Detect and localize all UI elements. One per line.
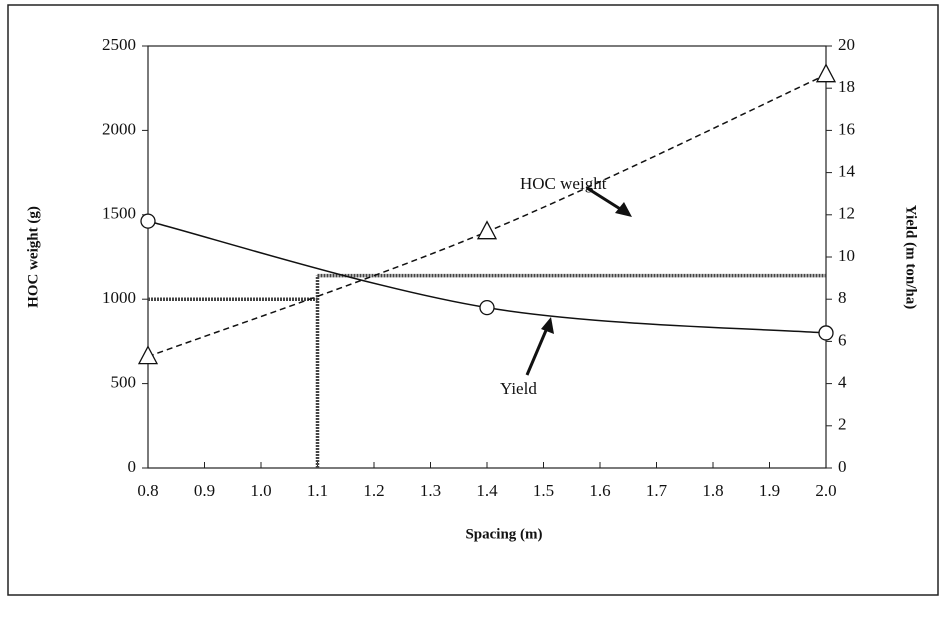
- y-tick-label: 1500: [102, 204, 136, 223]
- y-tick-label: 2500: [102, 35, 136, 54]
- y2-tick-label: 18: [838, 77, 855, 96]
- x-tick-label: 2.0: [815, 481, 836, 500]
- marker: [479, 299, 495, 316]
- x-tick-label: 1.5: [533, 481, 554, 500]
- y2-tick-label: 20: [838, 35, 855, 54]
- y2-tick-label: 0: [838, 457, 847, 476]
- y-tick-label: 500: [111, 373, 137, 392]
- annotation: Yield: [500, 379, 537, 398]
- x-tick-label: 1.2: [363, 481, 384, 500]
- x-tick-label: 1.9: [759, 481, 780, 500]
- x-axis-label: Spacing (m): [465, 526, 542, 542]
- x-tick-label: 1.3: [420, 481, 441, 500]
- x-tick-label: 1.6: [589, 481, 610, 500]
- marker: [137, 345, 159, 365]
- marker: [140, 213, 156, 229]
- x-tick-label: 0.8: [137, 481, 158, 500]
- plot-area: [147, 45, 827, 469]
- y2-tick-label: 10: [838, 246, 855, 265]
- y2-tick-label: 16: [838, 119, 855, 138]
- y-tick-label: 2000: [102, 119, 136, 138]
- x-tick-label: 1.0: [250, 481, 271, 500]
- y-tick-label: 1000: [102, 288, 136, 307]
- y2-tick-label: 14: [838, 162, 856, 181]
- arrow: [586, 186, 626, 214]
- y2-tick-label: 6: [838, 330, 847, 349]
- arrow: [525, 327, 549, 376]
- y2-tick-label: 12: [838, 204, 855, 223]
- y2-tick-label: 2: [838, 415, 847, 434]
- marker: [476, 220, 498, 240]
- x-tick-label: 1.8: [702, 481, 723, 500]
- marker: [818, 325, 834, 341]
- arrowhead: [541, 317, 554, 334]
- annotation: HOC weight: [520, 174, 607, 193]
- y2-tick-label: 4: [838, 373, 847, 392]
- y-tick-label: 0: [128, 457, 137, 476]
- y2-tick-label: 8: [838, 288, 847, 307]
- x-tick-label: 1.1: [307, 481, 328, 500]
- arrowhead: [615, 202, 632, 217]
- y2-axis-label: Yield (m ton/ha): [903, 205, 919, 309]
- marker: [815, 63, 837, 83]
- y-axis-label: HOC weight (g): [25, 206, 41, 308]
- x-tick-label: 0.9: [194, 481, 215, 500]
- frame: [7, 4, 939, 596]
- x-tick-label: 1.7: [646, 481, 668, 500]
- x-tick-label: 1.4: [476, 481, 498, 500]
